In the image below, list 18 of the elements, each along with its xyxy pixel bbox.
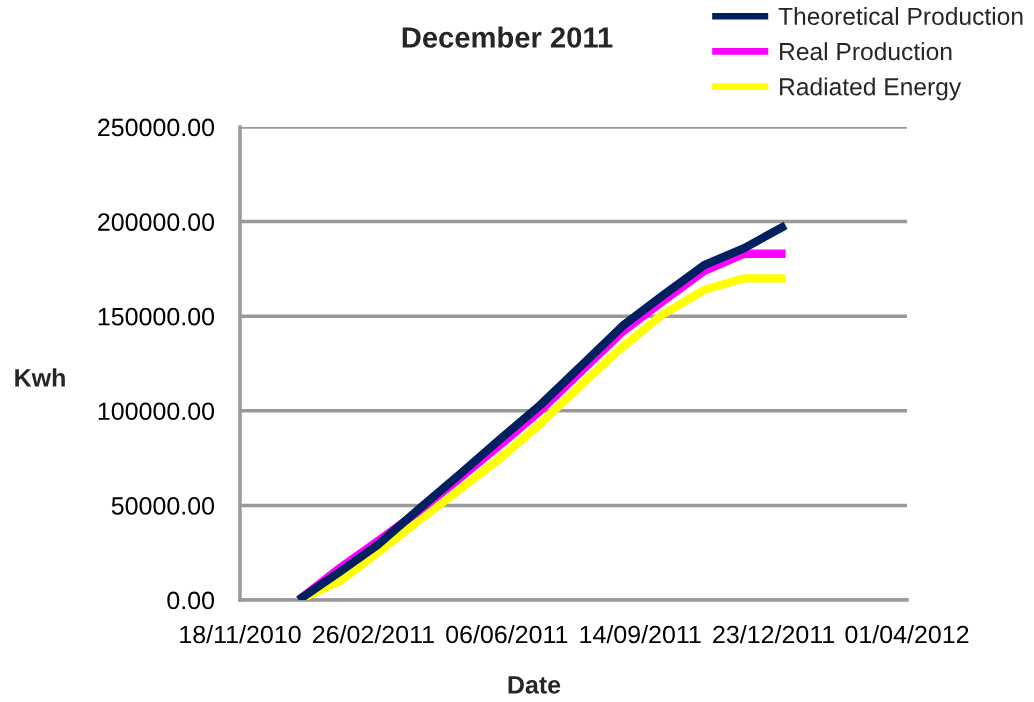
y-tick-label: 100000.00	[98, 402, 215, 421]
y-tick-label: 250000.00	[98, 118, 215, 137]
x-axis-title: Date	[508, 676, 561, 694]
y-axis-title: Kwh	[15, 368, 65, 387]
legend-label: Theoretical Production	[778, 7, 1023, 26]
y-tick-label: 150000.00	[98, 307, 215, 326]
chart-title: December 2011	[402, 26, 613, 48]
y-tick-label: 50000.00	[111, 497, 215, 515]
legend-label: Radiated Energy	[780, 77, 962, 101]
x-tick-label: 26/02/2011	[313, 625, 434, 644]
y-tick-label: 0.00	[167, 591, 215, 610]
x-tick-label: 06/06/2011	[446, 625, 568, 644]
x-tick-label: 01/04/2012	[845, 625, 969, 644]
y-tick-label: 200000.00	[98, 213, 215, 231]
x-tick-label: 18/11/2010	[180, 625, 301, 644]
legend-label: Real Production	[780, 42, 952, 61]
x-tick-label: 14/09/2011	[580, 625, 701, 644]
x-tick-label: 23/12/2011	[713, 625, 835, 644]
